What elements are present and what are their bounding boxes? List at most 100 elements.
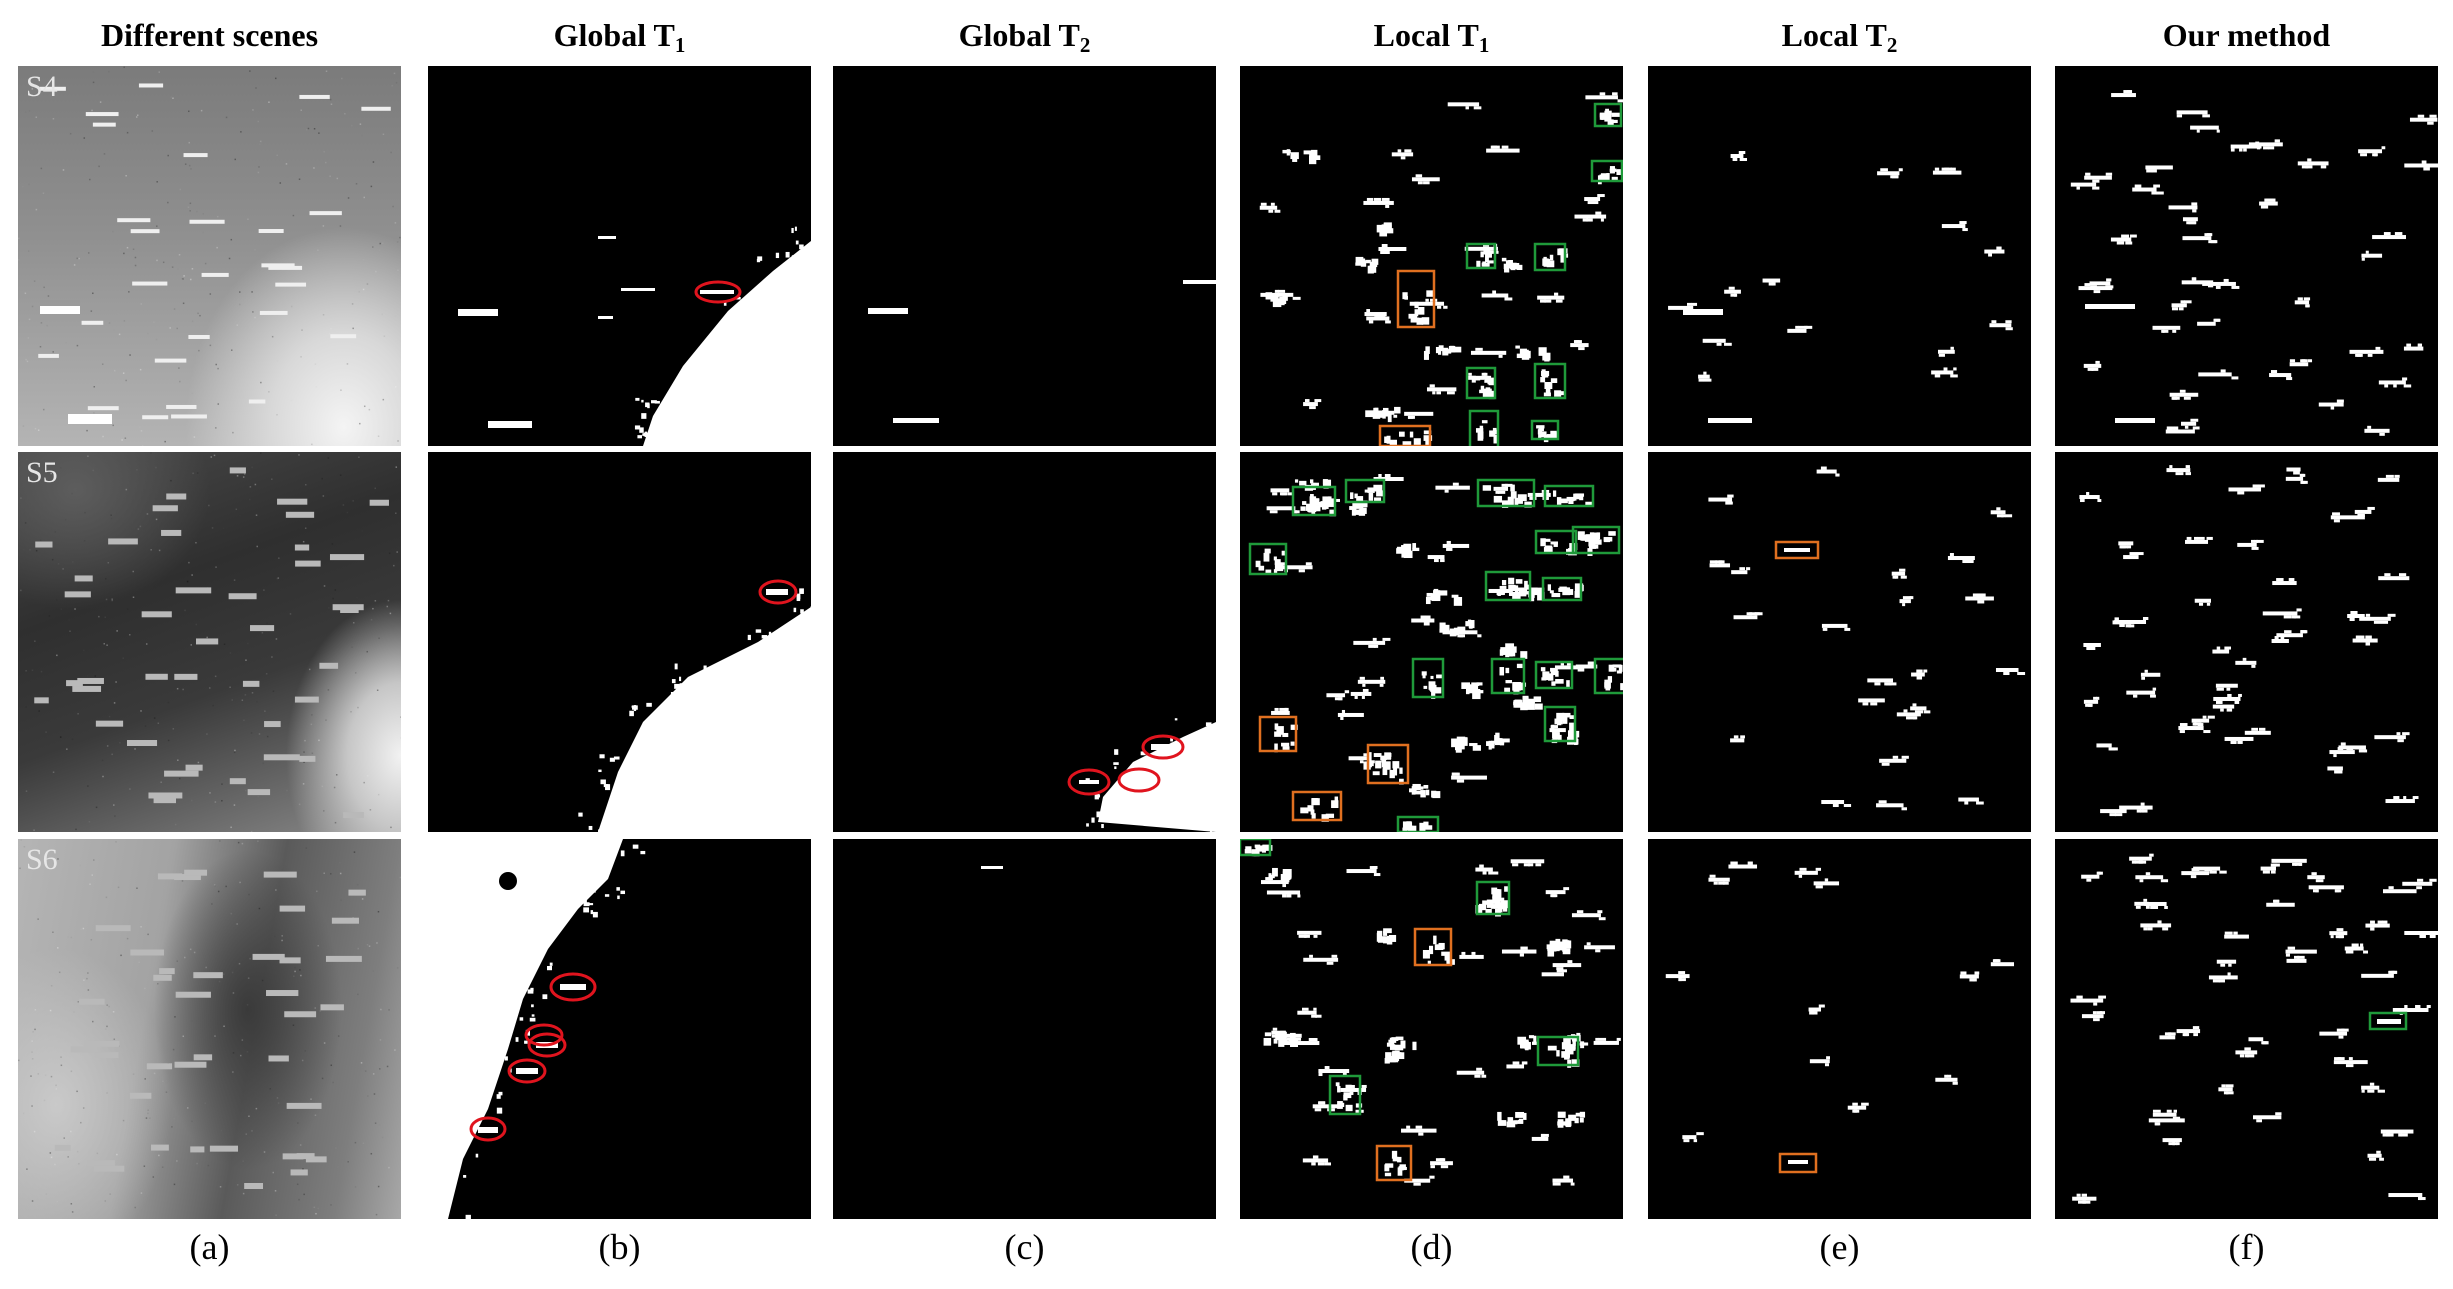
target-blob [2197,723,2204,727]
target-blob [40,306,80,314]
target-blob [159,968,175,975]
target-blob [1453,596,1463,606]
target-blob [155,466,157,469]
target-blob [662,402,668,406]
target-blob [77,677,104,684]
target-blob [1563,1175,1570,1179]
target-blob [2099,1011,2106,1015]
target-blob [1698,378,1705,382]
target-blob [146,513,149,515]
target-blob [1847,1105,1867,1110]
target-blob [1733,615,1758,620]
target-blob [768,631,772,638]
target-blob [2361,257,2365,261]
target-blob [1602,174,1608,181]
target-blob [613,756,620,760]
target-blob [310,723,313,726]
target-blob [1562,948,1571,955]
target-blob [171,266,174,268]
target-blob [1914,710,1920,714]
target-blob [31,1058,34,1060]
target-blob [2150,905,2158,909]
target-blob [182,688,184,691]
target-blob [323,150,325,153]
target-blob [70,1203,73,1205]
target-blob [1290,724,1298,730]
target-blob [1497,1111,1502,1121]
target-blob [366,650,368,653]
target-blob [2367,425,2372,429]
target-blob [2220,369,2226,373]
target-blob [2095,360,2100,364]
target-blob [1300,506,1306,511]
panel-e-s6 [1648,839,2031,1219]
target-blob [1508,592,1513,596]
target-blob [703,665,707,672]
false-alarm-box [1490,657,1526,695]
target-blob [1504,297,1513,301]
target-blob [1419,822,1426,832]
target-blob [1270,202,1275,206]
target-blob [1517,1036,1527,1045]
target-blob [232,1052,235,1054]
target-blob [607,841,611,847]
target-blob [2384,384,2389,388]
target-blob [248,399,266,404]
target-blob [275,282,307,287]
target-blob [1536,425,1545,429]
target-blob [2119,805,2153,810]
target-blob [2289,359,2296,363]
target-blob [1529,587,1538,596]
target-blob [49,1152,52,1154]
target-blob [1412,1041,1417,1051]
target-blob [1355,262,1364,266]
target-blob [1452,482,1459,486]
target-blob [2202,114,2210,118]
target-blob [1727,494,1734,498]
target-blob [2262,870,2270,874]
target-blob [1475,347,1483,351]
target-blob [2239,1054,2245,1058]
target-blob [1312,1104,1340,1109]
target-blob [1730,154,1744,159]
target-blob [372,246,374,248]
target-blob [1506,644,1512,651]
target-blob [1415,174,1423,178]
target-blob [1430,1165,1435,1169]
target-blob [1960,971,1967,975]
target-blob [2271,858,2307,863]
target-blob [248,1115,250,1118]
target-blob [2213,318,2221,322]
target-blob [2223,278,2229,282]
target-blob [1603,537,1611,543]
background-leak-region [643,241,811,446]
target-blob [1525,584,1532,590]
target-blob [1560,391,1566,396]
target-blob [170,96,172,98]
target-blob [527,989,534,994]
target-blob [2179,723,2188,727]
target-blob [76,1090,78,1093]
target-blob [243,473,246,475]
fragmented-target-box [1413,927,1453,967]
target-blob [1725,501,1733,505]
target-blob [64,591,91,598]
target-blob [1947,556,1975,561]
target-blob [221,783,223,785]
target-blob [1451,775,1487,780]
target-blob [1377,410,1383,417]
target-blob [113,804,115,806]
target-blob [2297,161,2329,166]
target-blob [2198,602,2204,606]
target-blob [2140,802,2145,806]
target-blob [1113,762,1119,765]
false-alarm-box [1536,1035,1580,1067]
target-blob [1805,325,1813,329]
target-blob [257,171,260,174]
target-blob [1264,1032,1272,1037]
target-blob [331,917,359,924]
target-blob [1391,1037,1397,1043]
target-blob [232,431,234,434]
target-blob [130,949,164,956]
target-blob [2198,372,2232,377]
